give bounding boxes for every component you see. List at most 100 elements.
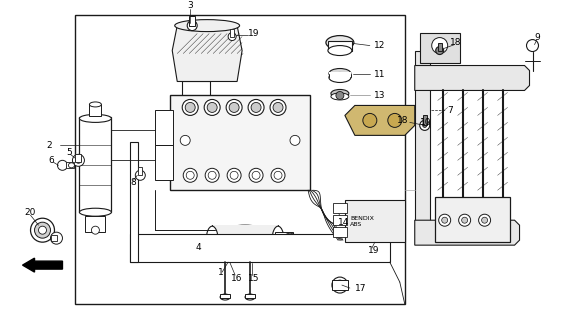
Ellipse shape (175, 20, 240, 32)
Circle shape (248, 100, 264, 116)
Circle shape (187, 20, 197, 31)
Text: 20: 20 (24, 208, 36, 217)
Text: 16: 16 (231, 274, 242, 283)
Circle shape (204, 100, 220, 116)
Circle shape (462, 217, 467, 223)
Text: 10: 10 (420, 118, 432, 127)
Bar (212, 225, 278, 255)
Text: BENDIX
ABS: BENDIX ABS (350, 216, 374, 227)
Ellipse shape (272, 226, 284, 254)
Bar (182, 82, 210, 105)
Polygon shape (415, 51, 430, 235)
Circle shape (363, 113, 377, 127)
Circle shape (436, 46, 444, 54)
Bar (275, 232, 293, 248)
Ellipse shape (79, 115, 111, 123)
Circle shape (481, 217, 488, 223)
Bar (89, 104, 101, 116)
Ellipse shape (328, 45, 352, 56)
Circle shape (38, 226, 46, 234)
Text: 7: 7 (448, 106, 454, 115)
Ellipse shape (206, 226, 218, 254)
Text: 18: 18 (397, 116, 408, 125)
Circle shape (228, 33, 236, 41)
Polygon shape (345, 105, 415, 135)
Text: 1: 1 (218, 268, 224, 276)
Circle shape (185, 102, 195, 112)
Text: 5: 5 (67, 148, 72, 157)
Circle shape (207, 102, 217, 112)
Circle shape (270, 100, 286, 116)
Circle shape (230, 171, 238, 179)
Bar (230, 28, 234, 36)
Bar (75, 154, 81, 162)
Circle shape (227, 168, 241, 182)
Circle shape (245, 235, 255, 245)
Text: 6: 6 (49, 156, 55, 165)
Text: 19: 19 (248, 29, 260, 38)
Bar (434, 197, 510, 242)
Text: 15: 15 (248, 274, 260, 283)
Circle shape (336, 92, 344, 100)
Circle shape (388, 113, 402, 127)
Circle shape (442, 217, 448, 223)
Ellipse shape (89, 102, 101, 107)
Circle shape (478, 214, 491, 226)
Circle shape (72, 154, 85, 166)
Bar (171, 95, 310, 190)
Circle shape (274, 171, 282, 179)
Circle shape (251, 102, 261, 112)
Bar (85, 216, 106, 232)
Circle shape (230, 235, 240, 245)
Bar (423, 116, 427, 125)
Text: 13: 13 (374, 91, 385, 100)
Ellipse shape (245, 294, 255, 300)
Circle shape (249, 168, 263, 182)
Ellipse shape (329, 68, 351, 78)
Circle shape (432, 37, 448, 53)
Bar (155, 110, 173, 145)
Text: 18: 18 (450, 38, 461, 47)
Bar (333, 203, 347, 213)
Circle shape (420, 120, 430, 130)
Text: 3: 3 (187, 1, 193, 10)
Circle shape (135, 170, 146, 180)
Circle shape (205, 168, 219, 182)
Ellipse shape (331, 93, 349, 100)
Circle shape (57, 160, 67, 170)
Circle shape (335, 280, 345, 290)
Ellipse shape (220, 294, 230, 300)
Bar (328, 41, 352, 51)
Bar (130, 234, 390, 262)
Circle shape (252, 171, 260, 179)
Bar (189, 16, 195, 26)
Text: 9: 9 (535, 33, 540, 42)
Circle shape (180, 135, 190, 145)
Ellipse shape (326, 36, 354, 50)
Circle shape (459, 214, 470, 226)
Bar (245, 294, 255, 298)
Ellipse shape (68, 163, 74, 168)
Bar (438, 43, 442, 51)
Bar (420, 33, 460, 62)
Circle shape (208, 171, 216, 179)
Ellipse shape (329, 73, 351, 83)
Ellipse shape (79, 208, 111, 216)
Text: FR.: FR. (32, 272, 48, 281)
Polygon shape (415, 66, 530, 91)
Circle shape (332, 277, 348, 293)
Bar (345, 200, 405, 242)
Circle shape (273, 102, 283, 112)
Circle shape (290, 135, 300, 145)
Polygon shape (415, 220, 520, 245)
Text: 4: 4 (195, 243, 201, 252)
Bar (155, 145, 173, 180)
Circle shape (31, 218, 55, 242)
Circle shape (527, 40, 538, 52)
Ellipse shape (218, 229, 273, 251)
Bar (79, 117, 111, 212)
Bar (220, 294, 230, 298)
Circle shape (92, 226, 99, 234)
Circle shape (50, 232, 63, 244)
Text: 8: 8 (130, 178, 136, 187)
